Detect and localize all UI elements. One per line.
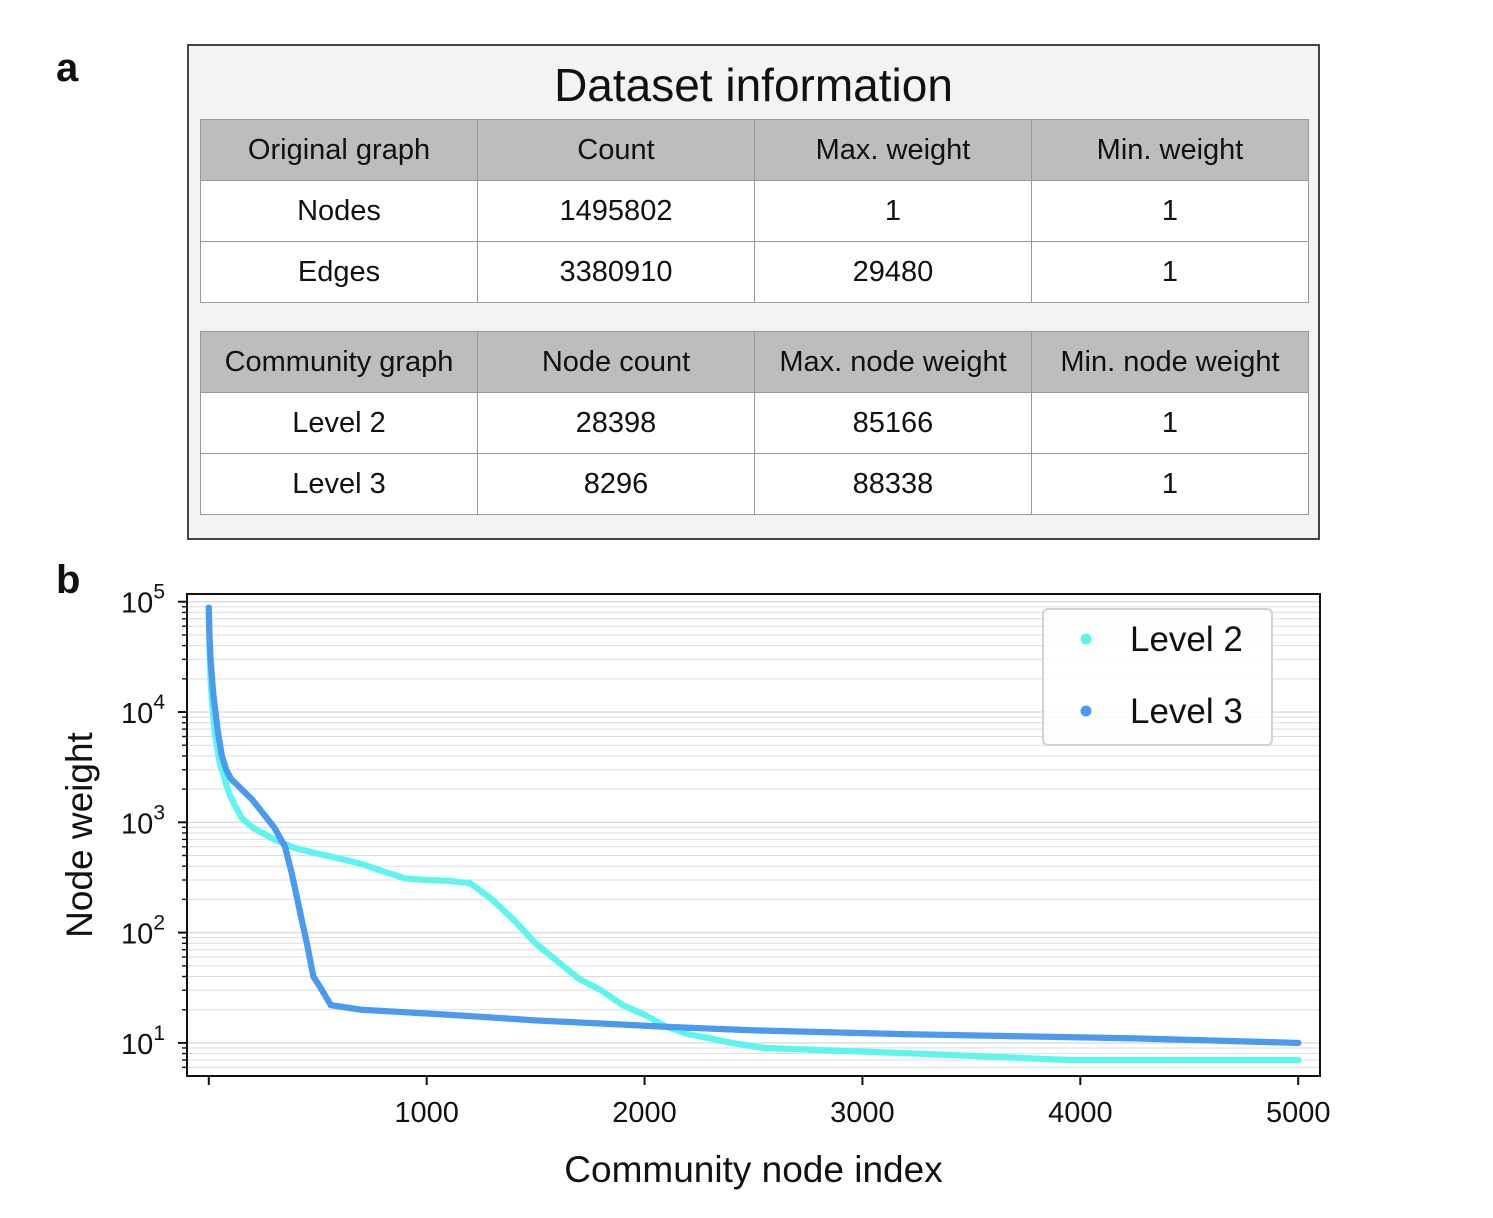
- community-graph-table: Community graph Node count Max. node wei…: [200, 331, 1309, 515]
- series-layer: [205, 604, 1302, 1064]
- axes: 1000 2000 3000 4000 5000 101 102 103 104 105: [121, 581, 1330, 1129]
- table-row: Edges 3380910 29480 1: [200, 241, 1309, 303]
- cell-edges-max: 29480: [754, 241, 1032, 303]
- cell-level3-count: 8296: [477, 453, 755, 515]
- y-tick-label: 105: [121, 581, 165, 620]
- grid-lines: [187, 601, 1320, 1068]
- header-count: Count: [477, 119, 755, 181]
- cell-level2-label: Level 2: [200, 392, 478, 454]
- cell-level2-min: 1: [1031, 392, 1309, 454]
- cell-nodes-max: 1: [754, 180, 1032, 242]
- legend-box: [1042, 608, 1273, 746]
- table-row: Nodes 1495802 1 1: [200, 180, 1309, 242]
- legend-label: Level 3: [1130, 692, 1243, 731]
- x-axis-label: Community node index: [564, 1149, 943, 1190]
- series-level-3: [205, 604, 1302, 1047]
- cell-level3-max: 88338: [754, 453, 1032, 515]
- header-community-graph: Community graph: [200, 331, 478, 393]
- cell-level3-min: 1: [1031, 453, 1309, 515]
- legend: Level 2 Level 3: [1042, 608, 1273, 746]
- x-tick-label: 1000: [394, 1097, 459, 1129]
- panel-label-b: b: [56, 558, 81, 602]
- y-tick-label: 101: [121, 1022, 165, 1061]
- header-min-node-weight: Min. node weight: [1031, 331, 1309, 393]
- legend-marker: [1080, 633, 1092, 645]
- original-graph-table: Original graph Count Max. weight Min. we…: [200, 119, 1309, 303]
- panel-label-a: a: [56, 46, 79, 90]
- x-tick-label: 4000: [1048, 1097, 1113, 1129]
- table-header-row: Original graph Count Max. weight Min. we…: [200, 119, 1309, 181]
- y-tick-label: 102: [121, 912, 165, 951]
- cell-nodes-min: 1: [1031, 180, 1309, 242]
- header-max-node-weight: Max. node weight: [754, 331, 1032, 393]
- header-node-count: Node count: [477, 331, 755, 393]
- cell-level2-count: 28398: [477, 392, 755, 454]
- x-tick-label: 3000: [830, 1097, 895, 1129]
- legend-label: Level 2: [1130, 620, 1243, 659]
- header-max-weight: Max. weight: [754, 119, 1032, 181]
- y-axis-label: Node weight: [59, 731, 100, 937]
- plot-frame: [186, 593, 1321, 1077]
- cell-level3-label: Level 3: [200, 453, 478, 515]
- cell-edges-min: 1: [1031, 241, 1309, 303]
- cell-nodes-label: Nodes: [200, 180, 478, 242]
- cell-nodes-count: 1495802: [477, 180, 755, 242]
- cell-edges-label: Edges: [200, 241, 478, 303]
- table-row: Level 3 8296 88338 1: [200, 453, 1309, 515]
- legend-marker: [1080, 705, 1092, 717]
- x-tick-label: 5000: [1266, 1097, 1331, 1129]
- data-point: [1295, 1056, 1302, 1064]
- table-row: Level 2 28398 85166 1: [200, 392, 1309, 454]
- x-tick-label: 2000: [612, 1097, 677, 1129]
- header-original-graph: Original graph: [200, 119, 478, 181]
- table-header-row: Community graph Node count Max. node wei…: [200, 331, 1309, 393]
- data-point: [1295, 1039, 1302, 1047]
- table-title: Dataset information: [554, 59, 953, 111]
- y-tick-label: 103: [121, 801, 165, 840]
- dataset-info-panel: Dataset information Original graph Count…: [187, 44, 1320, 540]
- cell-edges-count: 3380910: [477, 241, 755, 303]
- y-tick-label: 104: [121, 691, 165, 730]
